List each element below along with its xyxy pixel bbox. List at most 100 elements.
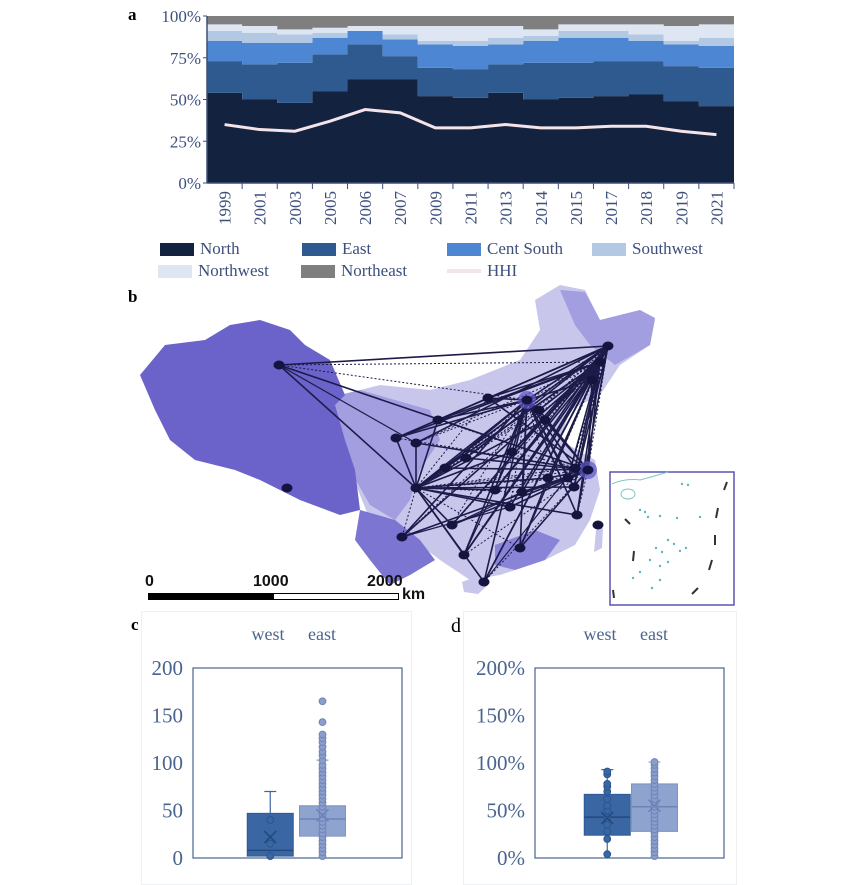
inset-coastline [611, 471, 669, 485]
category-label-east: east [640, 624, 668, 644]
x-tick-label: 2015 [567, 191, 586, 225]
y-tick-label: 50% [170, 91, 201, 110]
network-edge [451, 361, 601, 526]
city-node [446, 520, 458, 530]
y-tick-label: 100 [152, 751, 184, 775]
inset-island-dot [675, 516, 679, 520]
inset-island-dot [638, 570, 642, 574]
city-node [571, 510, 583, 520]
legend-swatch [160, 242, 194, 256]
x-tick-label: 2018 [637, 191, 656, 225]
y-tick-label: 25% [170, 132, 201, 151]
y-tick-label: 150 [152, 704, 184, 728]
network-edge [395, 399, 528, 439]
data-point [603, 835, 612, 843]
y-tick-label: 0 [173, 846, 184, 870]
region-southwest [355, 510, 435, 585]
data-point [318, 730, 327, 739]
inset-island-dot [658, 564, 662, 568]
network-edge [395, 345, 609, 439]
category-label-west: west [252, 624, 285, 644]
area-series-north [207, 79, 734, 183]
inset-dash-line [612, 481, 728, 599]
x-tick-label: 2019 [672, 191, 691, 225]
network-edge [444, 361, 601, 469]
box-plot-d: 0% 50% 100% 150% 200% west east [476, 624, 725, 870]
legend-swatch [592, 242, 626, 256]
inset-island-dot [660, 550, 664, 554]
data-point [603, 827, 612, 836]
city-node [562, 473, 574, 483]
city-node [478, 577, 490, 587]
network-edge [415, 487, 485, 583]
network-edge [415, 419, 439, 489]
network-edge [415, 469, 589, 489]
scale-unit: km [402, 586, 426, 603]
city-node [542, 473, 554, 483]
city-node [460, 453, 472, 463]
x-tick-label: 2021 [707, 191, 726, 225]
legend-label: Northwest [198, 261, 269, 280]
city-node [533, 405, 545, 415]
y-tick-label: 50% [487, 799, 526, 823]
area-series-cent-south [207, 31, 734, 70]
south-china-sea-inset [609, 471, 735, 606]
legend-swatch [301, 264, 335, 278]
data-point [266, 852, 275, 861]
network-edge [401, 345, 609, 538]
panel-label-c: c [131, 615, 139, 634]
box-plot-c: 0 50 100 150 200 west east [152, 624, 403, 870]
mean-marker [263, 830, 277, 844]
y-tick-label: 0% [497, 846, 525, 870]
china-network-map [140, 285, 735, 606]
legend-label: Cent South [487, 239, 564, 258]
inset-island-dot [648, 558, 652, 562]
legend-swatch [447, 242, 481, 256]
data-point [603, 780, 612, 788]
network-edge [483, 361, 601, 583]
network-edge [415, 477, 569, 489]
inset-island-dot [658, 514, 662, 518]
panel-label-a: a [128, 5, 137, 24]
x-tick-label: 2007 [391, 191, 410, 226]
network-edge [519, 361, 601, 549]
y-tick-label: 200 [152, 656, 184, 680]
panel-label-d: d [451, 615, 461, 637]
network-edge [576, 361, 601, 516]
network-edge [395, 361, 601, 439]
inset-island-dot [650, 586, 654, 590]
network-edge [278, 364, 417, 444]
network-edge [463, 361, 601, 556]
city-node [504, 502, 516, 512]
mean-marker [600, 811, 614, 825]
legend-label: Southwest [632, 239, 703, 258]
inset-island-dot [680, 482, 684, 486]
inset-island-dot [658, 578, 662, 582]
scale-bar-black [148, 593, 273, 600]
plot-frame [192, 667, 403, 859]
network-edge [278, 364, 417, 489]
scale-bar-white [273, 593, 399, 600]
mean-marker [315, 808, 330, 822]
x-tick-label: 2013 [497, 191, 516, 225]
legend-item-cent-south: Cent South [447, 239, 563, 259]
network-edge [521, 361, 601, 493]
inset-island-dot [672, 542, 676, 546]
data-point [650, 758, 659, 766]
network-edge [415, 487, 578, 516]
city-node [506, 447, 518, 457]
legend-item-northwest: Northwest [158, 261, 269, 281]
x-tick-label: 2009 [426, 191, 445, 225]
region-taiwan [594, 528, 603, 552]
plot-frame [534, 667, 725, 859]
city-node [582, 465, 594, 475]
stacked-area-chart: 0% 25% 50% 75% 100% 1999 2001 2003 2005 2006 2007 2… [161, 7, 735, 226]
legend-swatch [158, 264, 192, 278]
data-point [318, 718, 327, 727]
network-edge [465, 361, 601, 459]
mean-marker [647, 799, 662, 813]
data-point [603, 801, 612, 810]
network-edge [463, 469, 589, 556]
inset-island-dot [684, 546, 688, 550]
data-point [603, 850, 612, 859]
